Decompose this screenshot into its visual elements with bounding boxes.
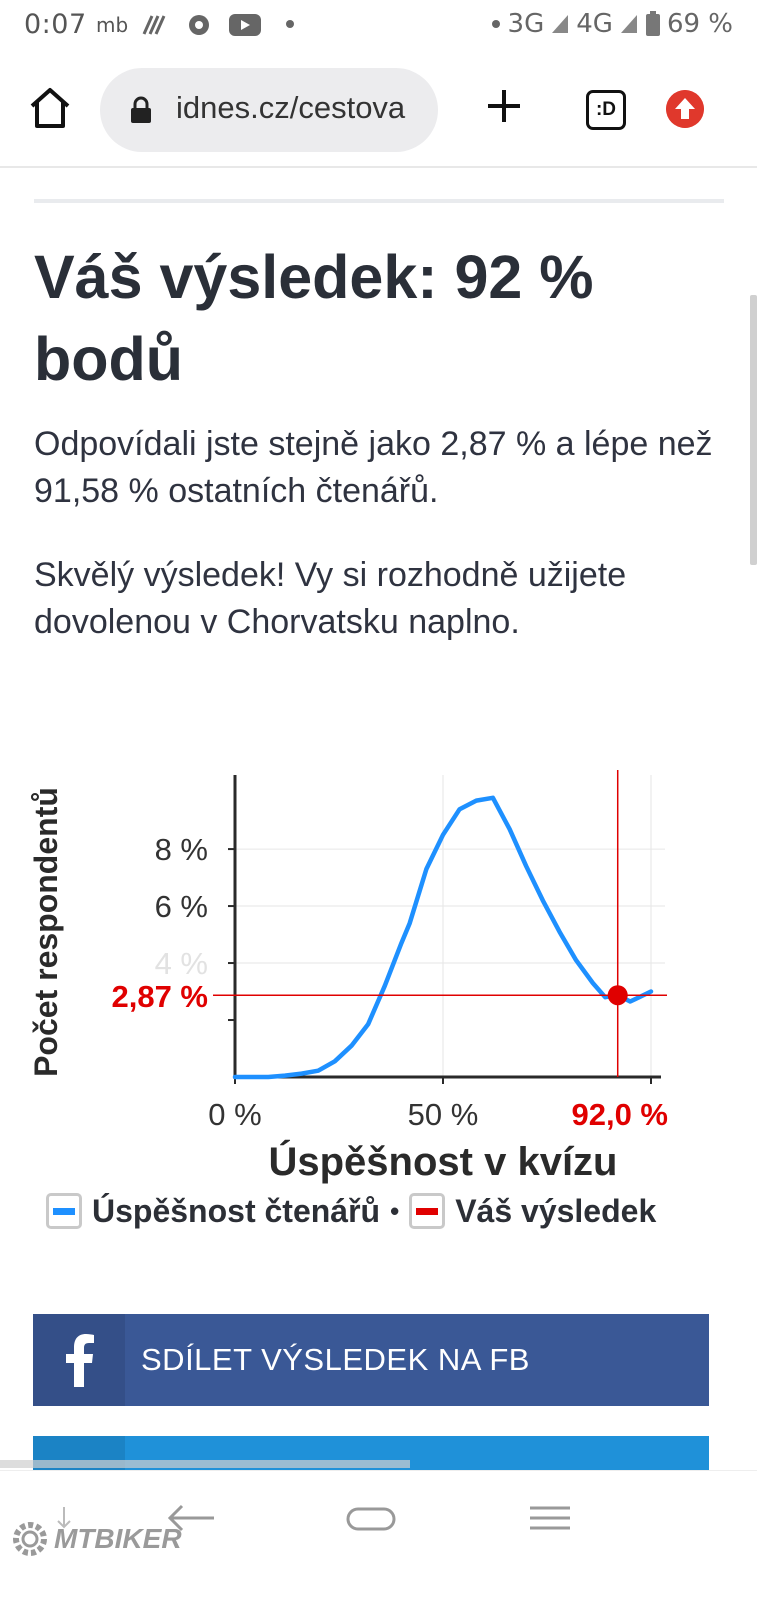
legend-swatch-readers <box>46 1193 82 1229</box>
watermark: MTBIKER <box>10 1519 182 1559</box>
notification-icon <box>189 15 209 35</box>
new-tab-icon[interactable] <box>486 88 522 124</box>
y-tick-label: 6 % <box>155 889 208 924</box>
result-point <box>607 985 628 1006</box>
tab-switcher-label: :D <box>595 99 617 120</box>
battery-icon <box>645 11 660 36</box>
battery-level: 69 % <box>666 9 733 39</box>
x-tick-label: 0 % <box>208 1097 261 1132</box>
youtube-icon <box>229 14 261 36</box>
gear-icon <box>13 1522 47 1556</box>
carrier-tag: mb <box>96 13 129 37</box>
back-icon[interactable] <box>166 1503 216 1533</box>
result-comparison-text: Odpovídali jste stejně jako 2,87 % a lép… <box>34 425 713 510</box>
network-4g-label: 4G <box>576 9 613 39</box>
watermark-text: MTBIKER <box>54 1523 182 1554</box>
share-facebook-label: SDÍLET VÝSLEDEK NA FB <box>141 1342 530 1377</box>
dot-icon <box>491 20 500 28</box>
y-tick-label: 4 % <box>155 946 208 981</box>
result-x-label: 92,0 % <box>571 1097 668 1132</box>
browser-toolbar: idnes.cz/cestova :D <box>0 56 757 168</box>
y-tick-label: 8 % <box>155 832 208 867</box>
series-line-readers <box>232 795 654 1080</box>
chart-svg: 4 % 6 % 8 % 0 % 50 % Počet respondentů Úspěšno… <box>28 770 668 1184</box>
dot-icon <box>286 20 294 28</box>
legend-label-your-result: Váš výsledek <box>455 1192 657 1229</box>
arrow-down-icon <box>57 1507 71 1529</box>
legend-swatch-your-result <box>409 1193 446 1229</box>
chart-legend: Úspěšnost čtenářů • Váš výsledek <box>46 1188 656 1234</box>
home-pill-icon[interactable] <box>346 1507 396 1531</box>
scrollbar-thumb[interactable] <box>750 295 757 565</box>
y-axis-title: Počet respondentů <box>28 787 64 1077</box>
section-divider <box>34 199 724 203</box>
legend-separator: • <box>390 1195 400 1226</box>
home-icon[interactable] <box>28 86 72 130</box>
lock-icon <box>131 96 151 123</box>
status-right: 3G 4G 69 % <box>490 9 733 39</box>
network-3g-label: 3G <box>507 9 545 39</box>
toast-overlay <box>0 1460 410 1468</box>
legend-label-readers: Úspěšnost čtenářů <box>92 1192 381 1229</box>
url-text: idnes.cz/cestova <box>176 90 406 125</box>
mute-icon <box>142 15 166 35</box>
result-title: Váš výsledek: 92 % bodů <box>34 243 594 393</box>
status-time: 0:07 <box>24 9 87 40</box>
signal-icon <box>552 15 569 33</box>
facebook-icon <box>33 1314 125 1406</box>
tab-switcher-button[interactable]: :D <box>586 90 626 130</box>
url-bar[interactable]: idnes.cz/cestova <box>100 68 438 152</box>
result-comment-text: Skvělý výsledek! Vy si rozhodně užijete … <box>34 556 627 641</box>
result-chart: 4 % 6 % 8 % 0 % 50 % Počet respondentů Úspěšno… <box>0 760 757 1240</box>
x-axis-title: Úspěšnost v kvízu <box>268 1138 617 1184</box>
status-bar: 0:07 mb 3G 4G 69 % <box>0 0 757 52</box>
signal-icon <box>620 15 637 33</box>
android-nav-bar: MTBIKER <box>0 1470 757 1601</box>
x-tick-label: 50 % <box>408 1097 479 1132</box>
menu-icon[interactable] <box>528 1505 572 1531</box>
share-facebook-button[interactable]: SDÍLET VÝSLEDEK NA FB <box>33 1314 709 1406</box>
result-y-label: 2,87 % <box>111 979 208 1014</box>
update-icon[interactable] <box>666 90 704 128</box>
